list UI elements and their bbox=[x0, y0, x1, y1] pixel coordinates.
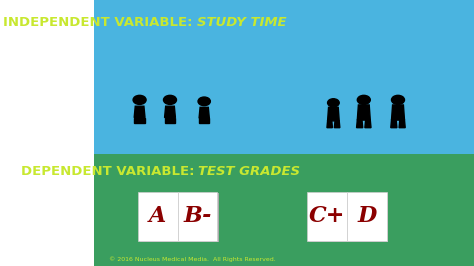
Polygon shape bbox=[391, 120, 397, 128]
Circle shape bbox=[328, 99, 339, 107]
Circle shape bbox=[133, 95, 146, 105]
FancyBboxPatch shape bbox=[180, 193, 219, 242]
Circle shape bbox=[198, 97, 210, 106]
Polygon shape bbox=[334, 121, 340, 128]
Polygon shape bbox=[357, 105, 370, 120]
Text: DEPENDENT VARIABLE:: DEPENDENT VARIABLE: bbox=[21, 165, 195, 178]
Polygon shape bbox=[199, 107, 210, 118]
Text: © 2016 Nucleus Medical Media.  All Rights Reserved.: © 2016 Nucleus Medical Media. All Rights… bbox=[109, 256, 276, 262]
Polygon shape bbox=[399, 120, 405, 128]
Text: INDEPENDENT VARIABLE:: INDEPENDENT VARIABLE: bbox=[3, 16, 193, 29]
Polygon shape bbox=[164, 106, 175, 118]
Polygon shape bbox=[164, 118, 175, 123]
Bar bbox=[94, 154, 474, 266]
FancyBboxPatch shape bbox=[309, 193, 348, 242]
Polygon shape bbox=[199, 118, 210, 123]
Polygon shape bbox=[134, 118, 145, 123]
FancyBboxPatch shape bbox=[346, 192, 387, 241]
Polygon shape bbox=[356, 120, 363, 128]
FancyBboxPatch shape bbox=[137, 192, 178, 241]
Circle shape bbox=[164, 95, 176, 105]
Polygon shape bbox=[365, 120, 371, 128]
Text: TEST GRADES: TEST GRADES bbox=[199, 165, 301, 178]
Polygon shape bbox=[392, 105, 404, 120]
Text: STUDY TIME: STUDY TIME bbox=[197, 16, 286, 29]
Polygon shape bbox=[328, 107, 339, 121]
FancyBboxPatch shape bbox=[139, 193, 180, 242]
FancyBboxPatch shape bbox=[178, 192, 218, 241]
Text: D: D bbox=[357, 205, 376, 227]
Bar bbox=[94, 0, 474, 154]
Text: C+: C+ bbox=[309, 205, 345, 227]
Circle shape bbox=[392, 95, 404, 105]
Text: A: A bbox=[149, 205, 166, 227]
Polygon shape bbox=[134, 106, 145, 118]
Circle shape bbox=[357, 95, 370, 105]
FancyBboxPatch shape bbox=[348, 193, 389, 242]
Polygon shape bbox=[327, 121, 332, 128]
FancyBboxPatch shape bbox=[307, 192, 346, 241]
Text: B-: B- bbox=[183, 205, 212, 227]
